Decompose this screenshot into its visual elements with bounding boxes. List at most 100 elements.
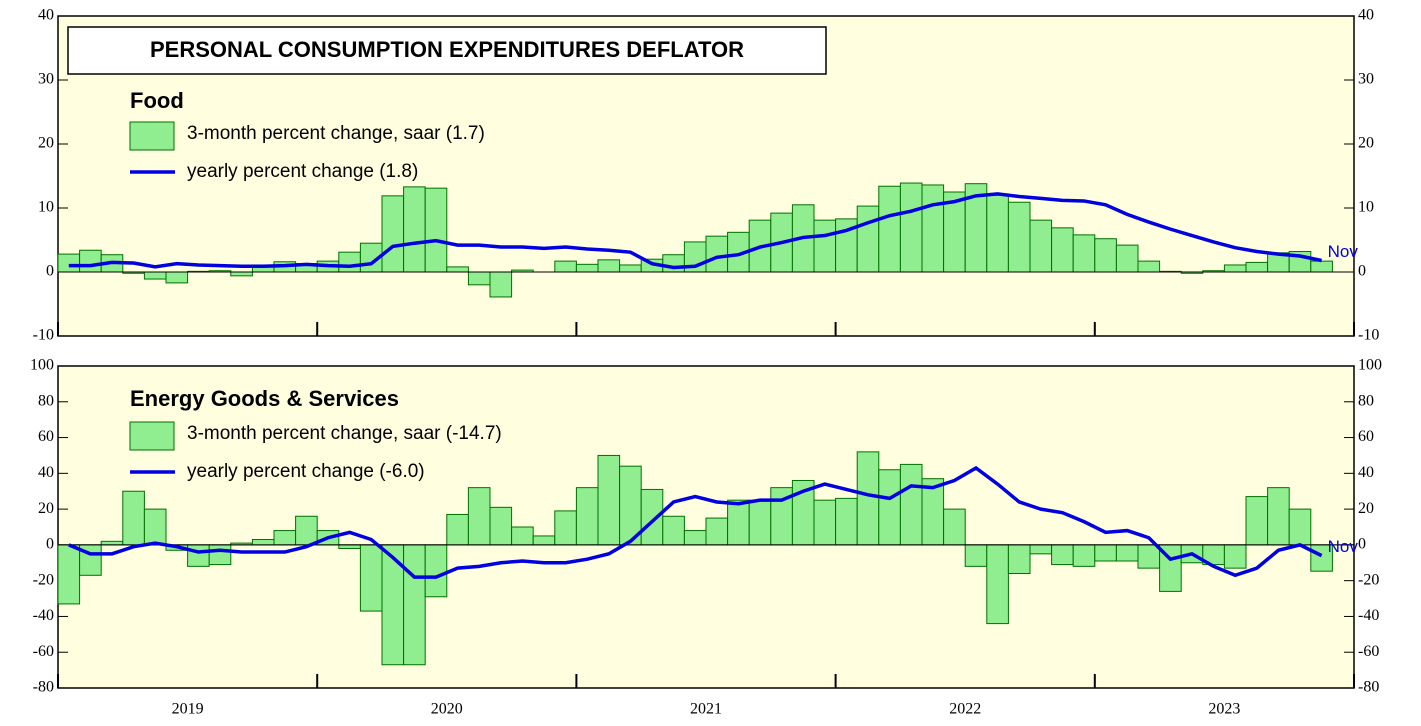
annotation: Nov <box>1328 242 1359 261</box>
bar <box>489 506 513 546</box>
bar <box>1137 260 1161 273</box>
bar <box>1094 544 1117 562</box>
bar <box>100 540 124 546</box>
bar <box>1072 234 1096 273</box>
y-tick-label: 0 <box>46 263 54 280</box>
bar <box>251 539 275 546</box>
bar <box>899 182 923 273</box>
bar <box>662 254 685 273</box>
bar <box>122 490 145 546</box>
bar <box>943 508 966 546</box>
legend-label: yearly percent change (1.8) <box>187 161 418 182</box>
bar <box>1007 201 1031 273</box>
annotation: Nov <box>1328 537 1359 556</box>
line <box>68 465 1323 579</box>
bar <box>554 510 577 546</box>
bar <box>1137 544 1161 569</box>
x-tick-label: 2023 <box>1208 701 1240 718</box>
bar <box>705 517 729 546</box>
bar <box>79 249 102 273</box>
bar <box>856 205 880 273</box>
bar <box>187 544 210 567</box>
bar <box>813 499 837 546</box>
bar <box>813 219 837 273</box>
bar <box>878 469 901 546</box>
bar <box>1029 219 1053 273</box>
bar <box>338 251 361 273</box>
y-tick-label: -40 <box>1358 607 1379 624</box>
y-tick-label: -80 <box>33 679 54 696</box>
y-tick-label: -20 <box>33 571 54 588</box>
bar <box>467 487 491 546</box>
bar <box>489 271 513 298</box>
bar <box>295 515 318 546</box>
bar <box>446 513 469 546</box>
y-tick-label: -10 <box>1358 327 1379 344</box>
y-tick-label: -10 <box>33 327 54 344</box>
bar <box>1094 238 1117 273</box>
bar <box>403 544 426 666</box>
y-tick-label: 100 <box>1358 357 1382 374</box>
y-tick-label: -60 <box>1358 643 1379 660</box>
x-tick-label: 2022 <box>949 701 981 718</box>
bar <box>878 185 901 273</box>
legend-label: 3-month percent change, saar (1.7) <box>187 123 485 144</box>
y-tick-label: 60 <box>38 428 54 445</box>
bar <box>1288 508 1312 546</box>
y-tick-label: -40 <box>33 607 54 624</box>
y-tick-label: 10 <box>38 199 54 216</box>
bar <box>1051 227 1074 273</box>
y-tick-label: -80 <box>1358 679 1379 696</box>
legend-swatch <box>129 121 175 151</box>
y-tick-label: 0 <box>1358 263 1366 280</box>
x-tick-label: 2019 <box>172 701 204 718</box>
bar <box>964 544 988 567</box>
bar <box>467 271 491 286</box>
bar <box>748 499 772 546</box>
x-tick-label: 2020 <box>431 701 463 718</box>
bar <box>1223 264 1247 273</box>
y-tick-label: 30 <box>38 71 54 88</box>
bar <box>1267 487 1290 546</box>
bar <box>986 194 1009 273</box>
bar <box>1051 544 1074 566</box>
bar <box>208 544 232 566</box>
bar <box>424 544 448 598</box>
bar <box>683 530 707 546</box>
bar <box>1007 544 1031 575</box>
bar <box>424 187 448 273</box>
y-tick-label: 80 <box>38 392 54 409</box>
bar <box>1245 261 1269 273</box>
bar <box>1072 544 1096 567</box>
bar <box>986 544 1009 625</box>
bar <box>511 526 534 546</box>
bar <box>532 535 556 546</box>
bar <box>446 266 469 273</box>
bar <box>165 271 189 284</box>
y-tick-label: 40 <box>1358 464 1374 481</box>
bar <box>1223 544 1247 569</box>
x-tick-label: 2021 <box>690 701 722 718</box>
y-tick-label: -20 <box>1358 571 1379 588</box>
y-tick-label: 20 <box>38 135 54 152</box>
bar <box>619 264 642 273</box>
line <box>68 192 1322 270</box>
y-tick-label: 20 <box>1358 500 1374 517</box>
y-tick-label: 40 <box>38 464 54 481</box>
bar <box>143 271 167 280</box>
bar <box>662 515 685 546</box>
y-tick-label: 30 <box>1358 71 1374 88</box>
bar <box>899 463 923 546</box>
bar <box>1115 244 1139 273</box>
y-tick-label: 40 <box>1358 7 1374 24</box>
bar <box>273 530 297 546</box>
panel-title: Food <box>130 88 184 113</box>
bar <box>640 488 664 546</box>
y-tick-label: 20 <box>38 500 54 517</box>
bar <box>597 259 621 273</box>
bar <box>554 260 577 273</box>
y-tick-label: 40 <box>38 7 54 24</box>
bar <box>575 487 599 546</box>
bar <box>403 186 426 273</box>
